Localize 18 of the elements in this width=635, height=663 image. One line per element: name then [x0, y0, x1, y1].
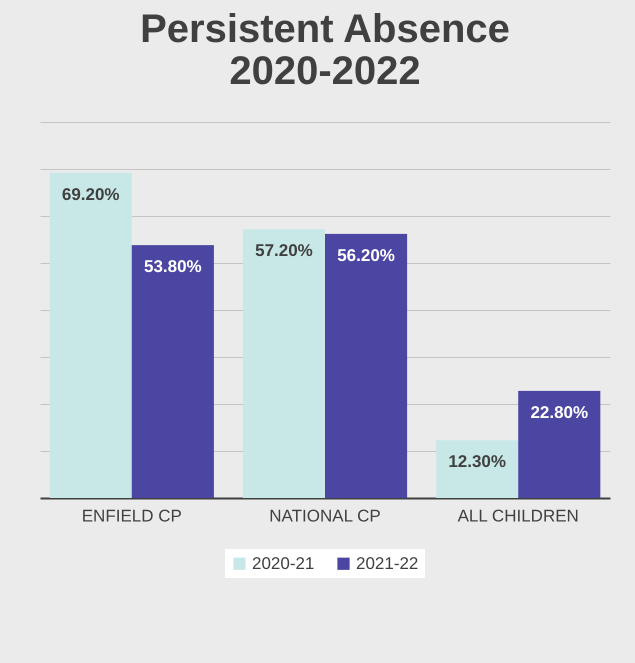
- x-tick-label: ENFIELD CP: [82, 506, 182, 526]
- bar: [325, 234, 408, 498]
- bar: [132, 245, 214, 498]
- bar: [436, 440, 518, 498]
- legend-label: 2020-21: [252, 554, 314, 573]
- x-tick-label: NATIONAL CP: [269, 506, 381, 526]
- data-label: 57.20%: [255, 241, 313, 260]
- data-label: 53.80%: [144, 257, 202, 276]
- x-tick-label: ALL CHILDREN: [458, 506, 579, 526]
- bar: [50, 172, 132, 498]
- bar: [242, 229, 325, 498]
- data-label: 22.80%: [530, 402, 588, 422]
- data-label: 56.20%: [337, 246, 395, 265]
- legend-label: 2021-22: [356, 554, 418, 573]
- data-label: 12.30%: [448, 452, 506, 472]
- chart-title: Persistent Absence 2020-2022: [140, 7, 510, 93]
- data-label: 69.20%: [62, 184, 120, 204]
- bar: [518, 390, 600, 498]
